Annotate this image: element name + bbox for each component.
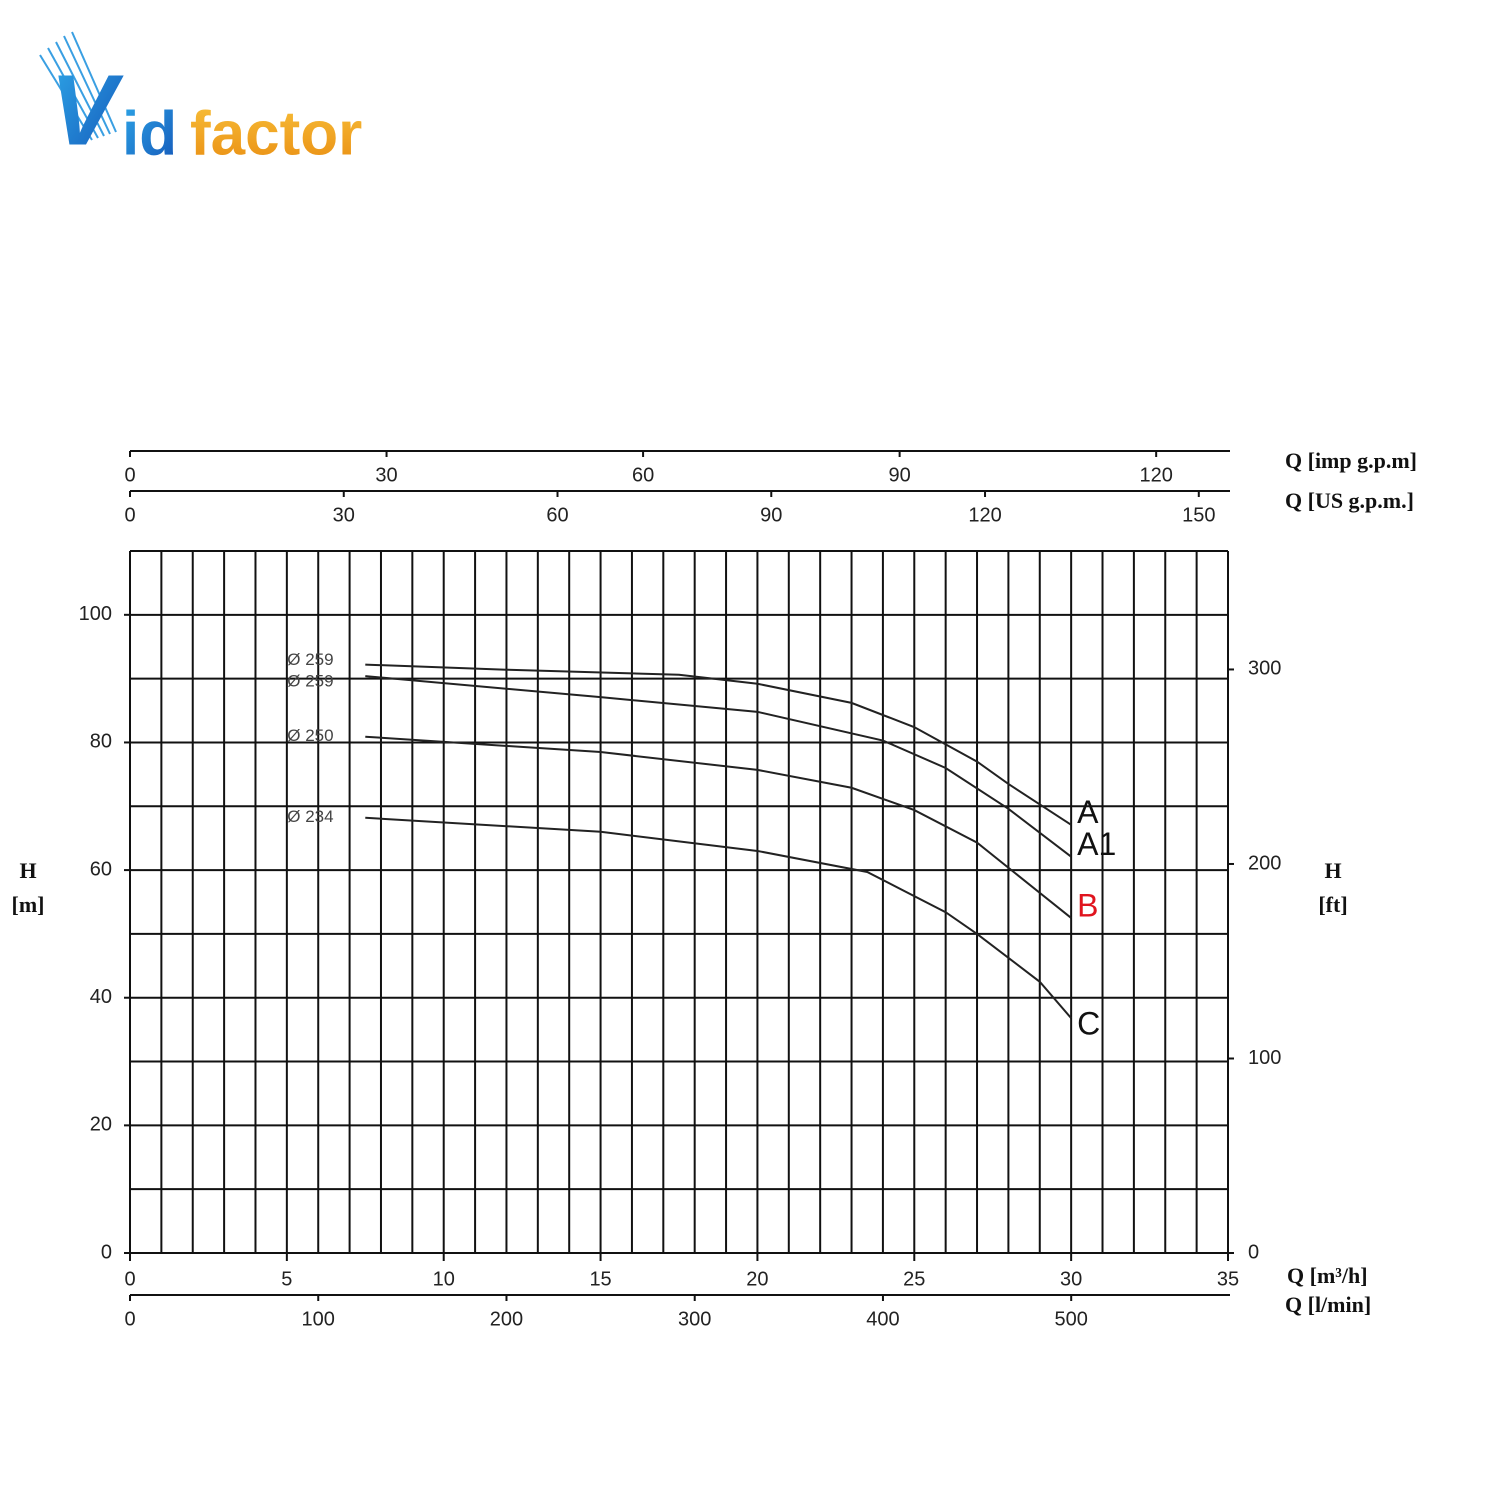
- extra-axis-tick-label: 90: [889, 464, 911, 486]
- x-tick-label: 10: [433, 1268, 455, 1290]
- y-axis-title: H: [19, 858, 36, 883]
- x-tick-label: 35: [1217, 1268, 1239, 1290]
- curve-name: Ø 259: [287, 672, 333, 691]
- curve-label: A1: [1077, 826, 1116, 862]
- curve: [365, 675, 1072, 858]
- y-tick-label: 20: [90, 1114, 112, 1136]
- extra-axis-tick-label: 30: [333, 504, 355, 526]
- logo-text-orange: factor: [190, 99, 362, 168]
- y-tick-label: 100: [79, 603, 112, 625]
- y-tick-label: 40: [90, 986, 112, 1008]
- curve: [365, 735, 1072, 919]
- x-axis-title: Q [m³/h]: [1287, 1263, 1368, 1288]
- logo-rays: [39, 31, 117, 141]
- y2-axis-title: H: [1324, 858, 1341, 883]
- x-tick-label: 25: [903, 1268, 925, 1290]
- extra-axis-tick-label: 120: [1139, 464, 1172, 486]
- extra-axis-tick-label: 100: [302, 1308, 335, 1330]
- extra-axis-tick-label: 400: [866, 1308, 899, 1330]
- extra-axis-tick-label: 500: [1055, 1308, 1088, 1330]
- curve-label: A: [1077, 794, 1099, 830]
- curve-name: Ø 259: [287, 650, 333, 669]
- extra-axis-tick-label: 30: [375, 464, 397, 486]
- extra-axis-tick-label: 0: [124, 464, 135, 486]
- y2-tick-label: 0: [1248, 1241, 1259, 1263]
- curve: [365, 816, 1072, 1019]
- y-tick-label: 60: [90, 858, 112, 880]
- x-tick-label: 15: [589, 1268, 611, 1290]
- extra-axis-tick-label: 300: [678, 1308, 711, 1330]
- extra-axis-title: Q [l/min]: [1285, 1292, 1371, 1317]
- extra-axis-title: Q [imp g.p.m]: [1285, 448, 1417, 473]
- curve-label: B: [1077, 887, 1098, 923]
- y-tick-label: 0: [101, 1241, 112, 1263]
- chart: 0 5 10 15 20 25 30 35 Q [m³/h] 0 20 40 60 80 100 H [m] 0 1…: [12, 448, 1417, 1330]
- y2-tick-label: 100: [1248, 1047, 1281, 1069]
- y2-tick-label: 200: [1248, 852, 1281, 874]
- x-tick-label: 5: [281, 1268, 292, 1290]
- y2-axis-title: [ft]: [1318, 892, 1347, 917]
- extra-axis-tick-label: 120: [968, 504, 1001, 526]
- curve-label: C: [1077, 1006, 1100, 1042]
- y-tick-label: 80: [90, 731, 112, 753]
- extra-axis-tick-label: 0: [124, 1308, 135, 1330]
- x-tick-label: 30: [1060, 1268, 1082, 1290]
- logo-text-blue: id: [122, 99, 177, 168]
- extra-axis-title: Q [US g.p.m.]: [1285, 488, 1414, 513]
- extra-axis-tick-label: 0: [124, 504, 135, 526]
- extra-axis-tick-label: 150: [1182, 504, 1215, 526]
- curve-name: Ø 234: [287, 807, 333, 826]
- x-tick-label: 0: [124, 1268, 135, 1290]
- extra-axis-tick-label: 60: [632, 464, 654, 486]
- x-tick-label: 20: [746, 1268, 768, 1290]
- curve-name: Ø 250: [287, 726, 333, 745]
- extra-axis-tick-label: 200: [490, 1308, 523, 1330]
- y2-tick-label: 300: [1248, 658, 1281, 680]
- curve: [365, 663, 1072, 826]
- extra-axis-tick-label: 60: [546, 504, 568, 526]
- logo: V id factor: [39, 31, 362, 168]
- logo-letter: V: [50, 54, 124, 166]
- extra-axis-tick-label: 90: [760, 504, 782, 526]
- y-axis-title: [m]: [12, 892, 45, 917]
